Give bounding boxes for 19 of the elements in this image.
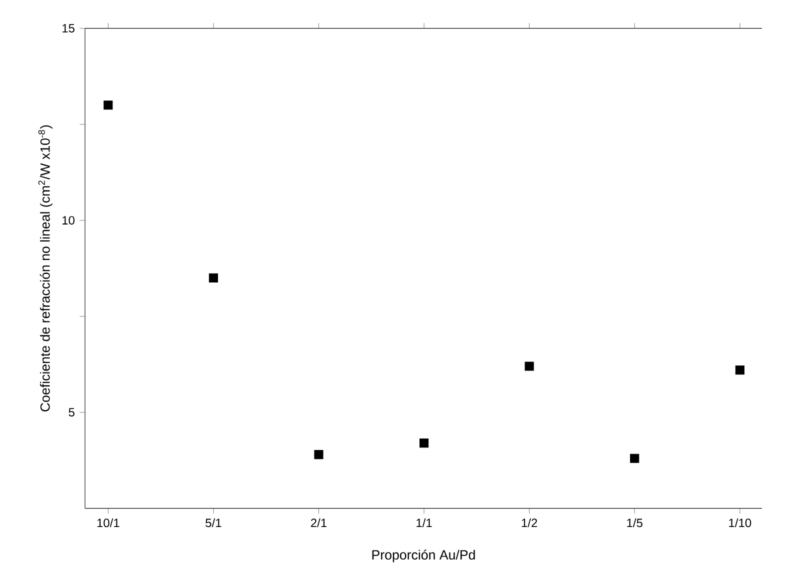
y-axis-title: Coeficiente de refracción no lineal (cm$^{2}$/W x10$^{-8}$) — [38, 125, 52, 412]
x-tick-label: 1/2 — [522, 518, 538, 528]
point — [208, 273, 218, 282]
point — [524, 362, 534, 371]
x-tick-label: 10/1 — [97, 518, 120, 528]
y-tick-label: 15 — [62, 24, 74, 33]
x-tick-label: 2/1 — [311, 518, 326, 528]
y-tick-label: 10 — [62, 216, 74, 225]
point — [630, 454, 640, 463]
x-tick-label: 1/1 — [416, 518, 432, 528]
x-tick-label: 1/10 — [729, 518, 752, 528]
y-tick-label: 5 — [68, 408, 74, 417]
point — [419, 438, 429, 448]
point — [104, 100, 113, 110]
x-tick-label: 5/1 — [206, 518, 222, 528]
x-tick-label: 1/5 — [627, 518, 642, 528]
point — [735, 366, 744, 375]
point — [314, 450, 324, 460]
x-axis-title: Proporción Au/Pd — [372, 550, 475, 562]
